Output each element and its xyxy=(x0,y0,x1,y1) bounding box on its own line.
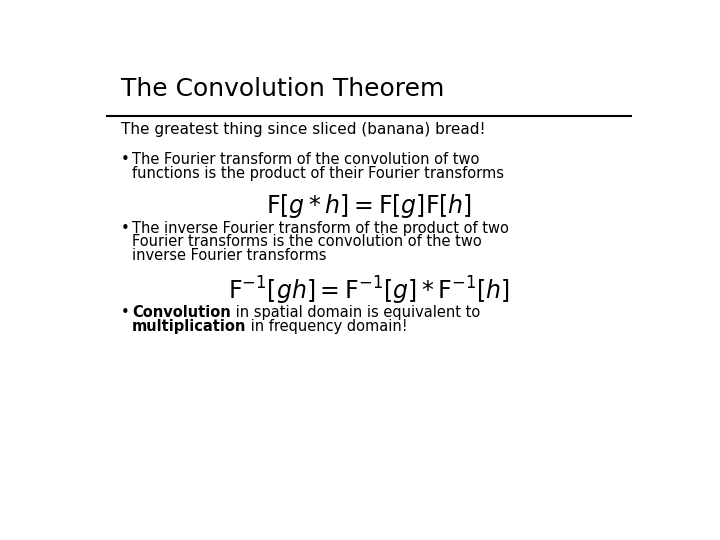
Text: $\mathrm{F}^{-1}[gh] = \mathrm{F}^{-1}[g]*\mathrm{F}^{-1}[h]$: $\mathrm{F}^{-1}[gh] = \mathrm{F}^{-1}[g… xyxy=(228,275,510,307)
Text: functions is the product of their Fourier transforms: functions is the product of their Fourie… xyxy=(132,166,504,181)
Text: Convolution: Convolution xyxy=(132,305,230,320)
Text: Fourier transforms is the convolution of the two: Fourier transforms is the convolution of… xyxy=(132,234,482,249)
Text: •: • xyxy=(121,221,130,236)
Text: The inverse Fourier transform of the product of two: The inverse Fourier transform of the pro… xyxy=(132,221,509,236)
Text: The Fourier transform of the convolution of two: The Fourier transform of the convolution… xyxy=(132,152,480,167)
Text: •: • xyxy=(121,152,130,167)
Text: inverse Fourier transforms: inverse Fourier transforms xyxy=(132,248,326,263)
Text: multiplication: multiplication xyxy=(132,319,246,334)
Text: The greatest thing since sliced (banana) bread!: The greatest thing since sliced (banana)… xyxy=(121,122,485,137)
Text: •: • xyxy=(121,305,130,320)
Text: in spatial domain is equivalent to: in spatial domain is equivalent to xyxy=(230,305,480,320)
Text: $\mathrm{F}[g*h] = \mathrm{F}[g]\mathrm{F}[h]$: $\mathrm{F}[g*h] = \mathrm{F}[g]\mathrm{… xyxy=(266,192,472,220)
Text: The Convolution Theorem: The Convolution Theorem xyxy=(121,77,444,102)
Text: in frequency domain!: in frequency domain! xyxy=(246,319,408,334)
